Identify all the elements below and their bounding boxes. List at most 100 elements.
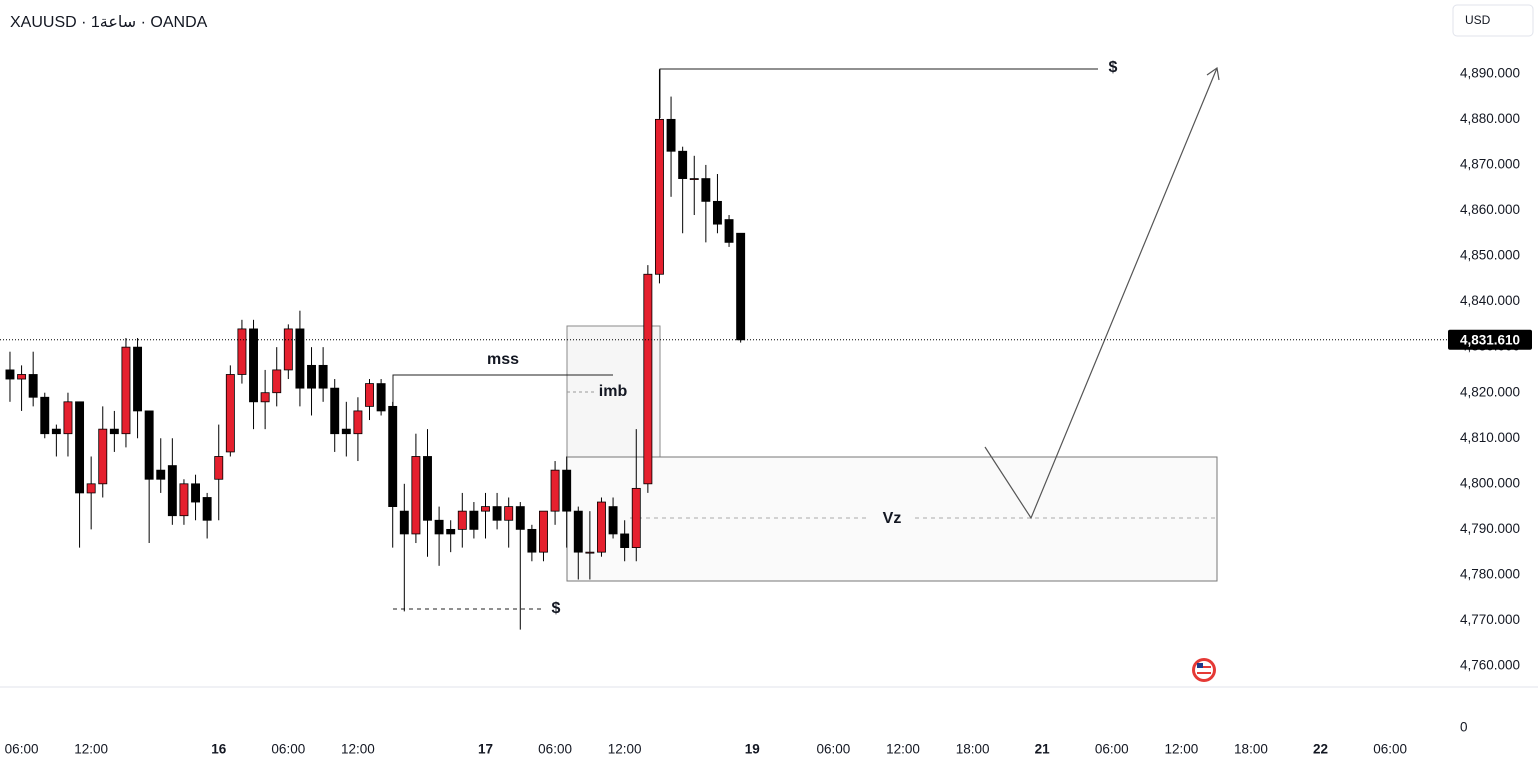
candle-body [283,328,293,371]
y-tick-label: 4,760.000 [1460,658,1520,673]
y-tick-label: 4,890.000 [1460,65,1520,80]
candle-body [620,533,630,548]
y-tick-label: 4,810.000 [1460,430,1520,445]
event-flag[interactable] [1192,658,1216,682]
candle-body [144,410,154,480]
x-tick-label: 17 [478,742,493,757]
volume-tick-label: 0 [1460,720,1468,735]
candle-body [51,428,61,435]
candle-body [341,428,351,435]
y-tick-label: 4,780.000 [1460,566,1520,581]
x-tick-label: 12:00 [1164,742,1198,757]
chart-title: XAUUSD · 1ساعة · OANDA [10,14,208,31]
candle-body [225,374,235,453]
x-tick-label: 16 [211,742,227,757]
x-tick-label: 06:00 [538,742,572,757]
candle-body [689,178,699,180]
x-tick-label: 12:00 [341,742,375,757]
candle-body [249,328,258,403]
candle-body [28,374,38,398]
candle-body [631,487,641,548]
annotation: mss [487,351,519,368]
candle-body [98,428,108,485]
candle-body [330,387,340,435]
currency-button[interactable] [1452,4,1534,37]
candle-body [539,510,548,553]
y-tick-label: 4,790.000 [1460,521,1520,536]
candle-body [388,405,398,507]
candle-body [597,501,606,553]
candle-body [585,551,595,554]
candle-body [724,219,734,243]
x-tick-label: 18:00 [1234,742,1268,757]
mss-line [392,374,613,410]
candle-body [492,506,502,521]
candle-body [191,483,201,503]
x-tick-label: 12:00 [886,742,920,757]
y-tick-label: 4,880.000 [1460,111,1520,126]
candle-body [109,428,119,435]
last-price-box [1448,329,1532,350]
candle-body [156,469,166,480]
candle-body [423,456,432,521]
candle-body [654,118,664,275]
candle-body [434,519,444,535]
candle-body [446,528,456,535]
last-price-label: 4,831.610 [1460,332,1520,347]
candle-body [550,469,560,512]
y-tick-label: 4,850.000 [1460,248,1520,263]
candle-body [40,396,50,435]
x-tick-label: 06:00 [1095,742,1129,757]
candle-body [457,510,467,530]
x-tick-label: 12:00 [608,742,642,757]
candle-body [504,506,514,521]
candle-body [608,506,618,535]
y-tick-label: 4,770.000 [1460,612,1520,627]
candle-body [399,510,409,535]
y-tick-label: 4,840.000 [1460,293,1520,308]
x-tick-label: 21 [1035,742,1051,757]
y-tick-label: 4,800.000 [1460,475,1520,490]
x-tick-label: 22 [1313,742,1328,757]
x-tick-label: 06:00 [1373,742,1407,757]
x-tick-label: 06:00 [271,742,305,757]
candle-body [365,383,374,407]
candle-body [353,410,363,435]
projection-arrow [984,67,1218,520]
candle-body [562,469,572,512]
x-tick-label: 18:00 [956,742,990,757]
x-tick-label: 12:00 [74,742,108,757]
candle-body [573,510,583,553]
liquidity-line [659,68,1098,118]
candle-body [736,232,746,341]
annotation: imb [599,383,628,400]
candle-body [202,497,212,521]
x-tick-label: 06:00 [817,742,851,757]
candle-body [133,346,143,412]
arrow-head [1206,66,1220,81]
candle-body [701,178,711,202]
candle-body [179,483,189,517]
vz-box [566,456,1218,582]
annotation: $ [1109,59,1118,76]
candle-body [712,200,722,225]
candle-body [469,510,479,530]
candle-body [86,483,96,494]
candle-body [17,374,27,380]
y-tick-label: 4,860.000 [1460,202,1520,217]
candle-body [411,456,421,535]
candle-body [5,369,15,380]
x-tick-label: 06:00 [5,742,39,757]
candle-body [643,273,653,485]
candle-body [75,401,85,494]
annotation: $ [552,600,561,617]
candle-body [63,401,73,435]
candle-body [214,456,224,480]
candle-body [527,528,537,553]
candle-body [260,392,270,403]
candle-body [666,118,676,152]
currency[interactable]: USD [1465,13,1491,27]
candle-body [307,364,316,389]
